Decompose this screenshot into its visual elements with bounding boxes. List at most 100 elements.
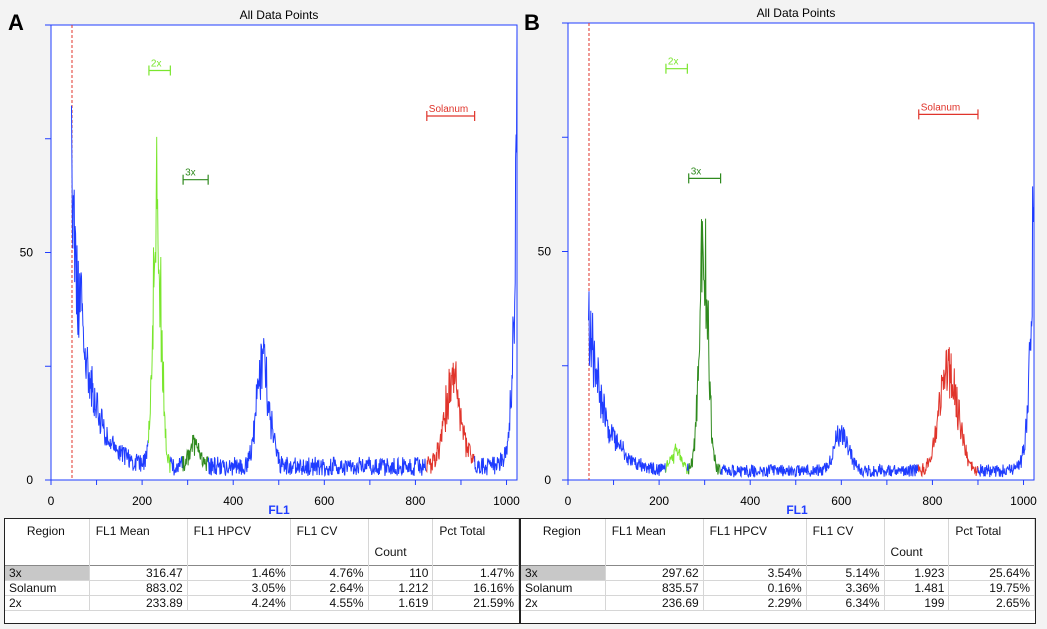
cell-cv: 4.55% bbox=[290, 595, 369, 611]
histogram-series-segment bbox=[917, 347, 979, 478]
x-tick-label: 800 bbox=[922, 494, 942, 508]
x-tick-label: 200 bbox=[132, 494, 152, 508]
panel-a-stats-table: Region FL1 Mean FL1 HPCV FL1 CV Count Pc… bbox=[4, 518, 520, 624]
x-tick-label: 1000 bbox=[1010, 494, 1037, 508]
plot-frame bbox=[50, 24, 518, 481]
cell-region: 2x bbox=[5, 595, 90, 611]
panel-a-chart: A All Data Points 0 50 0 200 400 600 800 1000 2x… bbox=[8, 8, 520, 517]
header-fl1-hpcv: FL1 HPCV bbox=[703, 519, 807, 566]
cell-count: 1.923 bbox=[884, 565, 950, 581]
header-pct-total: Pct Total bbox=[432, 519, 519, 566]
table-row[interactable]: 2x 233.89 4.24% 4.55% 1.619 21.59% bbox=[5, 595, 519, 611]
cell-pct: 19.75% bbox=[948, 580, 1035, 596]
histogram-series-segment bbox=[474, 29, 518, 476]
x-tick-label: 800 bbox=[405, 494, 425, 508]
gate-label: Solanum bbox=[429, 104, 468, 115]
cell-region: 3x bbox=[521, 565, 606, 581]
table-row[interactable]: Solanum 883.02 3.05% 2.64% 1.212 16.16% bbox=[5, 580, 519, 596]
cell-count: 199 bbox=[884, 595, 950, 611]
panel-a-plot-area: 0 50 0 200 400 600 800 1000 2x 3x Solanum bbox=[20, 24, 520, 508]
header-pct-total: Pct Total bbox=[948, 519, 1035, 566]
x-tick-label: 400 bbox=[740, 494, 760, 508]
gate-3x-marker[interactable]: 3x bbox=[182, 168, 209, 185]
panel-b-label: B bbox=[524, 10, 540, 35]
gate-solanum-marker[interactable]: Solanum bbox=[918, 102, 979, 120]
header-count: Count bbox=[368, 519, 434, 566]
gate-label: Solanum bbox=[921, 102, 960, 113]
cell-pct: 16.16% bbox=[432, 580, 519, 596]
header-region: Region bbox=[5, 519, 90, 566]
cell-cv: 4.76% bbox=[290, 565, 369, 581]
header-fl1-mean: FL1 Mean bbox=[605, 519, 704, 566]
cell-cv: 3.36% bbox=[806, 580, 885, 596]
x-tick-label: 200 bbox=[649, 494, 669, 508]
gate-2x-marker[interactable]: 2x bbox=[148, 59, 171, 76]
cell-pct: 25.64% bbox=[948, 565, 1035, 581]
x-tick-label: 600 bbox=[831, 494, 851, 508]
histogram-series-segment bbox=[686, 463, 689, 472]
histogram-series-segment bbox=[148, 136, 171, 473]
cell-hpcv: 0.16% bbox=[703, 580, 807, 596]
table-row[interactable]: 3x 316.47 1.46% 4.76% 110 1.47% bbox=[5, 565, 519, 581]
panel-b-xlabel: FL1 bbox=[786, 503, 808, 517]
cell-hpcv: 1.46% bbox=[187, 565, 291, 581]
x-tick-label: 600 bbox=[314, 494, 334, 508]
y-tick-label: 0 bbox=[544, 473, 551, 487]
histogram-series-segment bbox=[71, 105, 149, 472]
cell-region: 2x bbox=[521, 595, 606, 611]
gate-label: 2x bbox=[151, 59, 162, 70]
header-count: Count bbox=[884, 519, 950, 566]
panel-a-xlabel: FL1 bbox=[268, 503, 290, 517]
cell-mean: 835.57 bbox=[605, 580, 704, 596]
histogram-series-segment bbox=[588, 291, 666, 476]
cell-count: 1.212 bbox=[368, 580, 434, 596]
gate-solanum-marker[interactable]: Solanum bbox=[426, 104, 476, 121]
histogram-series-segment bbox=[425, 361, 476, 474]
cell-mean: 297.62 bbox=[605, 565, 704, 581]
table-row[interactable]: 2x 236.69 2.29% 6.34% 199 2.65% bbox=[521, 595, 1035, 611]
cell-mean: 883.02 bbox=[89, 580, 188, 596]
gate-3x-marker[interactable]: 3x bbox=[688, 166, 722, 184]
x-tick-label: 400 bbox=[223, 494, 243, 508]
histogram-series-segment bbox=[665, 443, 688, 474]
gate-label: 3x bbox=[691, 166, 702, 177]
panel-a-label: A bbox=[8, 10, 24, 35]
cell-pct: 1.47% bbox=[432, 565, 519, 581]
panel-b-stats-table: Region FL1 Mean FL1 HPCV FL1 CV Count Pc… bbox=[520, 518, 1036, 624]
header-fl1-mean: FL1 Mean bbox=[89, 519, 188, 566]
table-row[interactable]: Solanum 835.57 0.16% 3.36% 1.481 19.75% bbox=[521, 580, 1035, 596]
gate-label: 2x bbox=[668, 57, 679, 68]
cell-hpcv: 4.24% bbox=[187, 595, 291, 611]
cell-pct: 2.65% bbox=[948, 595, 1035, 611]
panel-b-plot-area: 0 50 0 200 400 600 800 1000 2x 3x Solanum bbox=[538, 22, 1037, 508]
gate-label: 3x bbox=[185, 168, 196, 179]
gate-2x-marker[interactable]: 2x bbox=[665, 57, 688, 74]
plot-frame bbox=[567, 22, 1035, 481]
panel-b-title: All Data Points bbox=[757, 6, 836, 20]
header-fl1-cv: FL1 CV bbox=[290, 519, 369, 566]
cell-region: Solanum bbox=[521, 580, 606, 596]
table-row[interactable]: 3x 297.62 3.54% 5.14% 1.923 25.64% bbox=[521, 565, 1035, 581]
cell-hpcv: 3.05% bbox=[187, 580, 291, 596]
cell-region: 3x bbox=[5, 565, 90, 581]
cell-cv: 2.64% bbox=[290, 580, 369, 596]
cell-region: Solanum bbox=[5, 580, 90, 596]
cell-count: 110 bbox=[368, 565, 434, 581]
y-tick-label: 50 bbox=[538, 245, 552, 259]
histogram-series-segment bbox=[207, 338, 427, 478]
header-fl1-cv: FL1 CV bbox=[806, 519, 885, 566]
header-fl1-hpcv: FL1 HPCV bbox=[187, 519, 291, 566]
panel-a-title: All Data Points bbox=[240, 8, 319, 22]
y-tick-label: 0 bbox=[26, 473, 33, 487]
x-tick-label: 1000 bbox=[493, 494, 520, 508]
histogram-series-segment bbox=[687, 218, 722, 475]
cell-pct: 21.59% bbox=[432, 595, 519, 611]
cell-count: 1.481 bbox=[884, 580, 950, 596]
x-tick-label: 0 bbox=[48, 494, 55, 508]
histogram-series-segment bbox=[720, 425, 919, 479]
cell-mean: 236.69 bbox=[605, 595, 704, 611]
cell-hpcv: 3.54% bbox=[703, 565, 807, 581]
x-tick-label: 0 bbox=[565, 494, 572, 508]
cell-hpcv: 2.29% bbox=[703, 595, 807, 611]
cell-mean: 316.47 bbox=[89, 565, 188, 581]
